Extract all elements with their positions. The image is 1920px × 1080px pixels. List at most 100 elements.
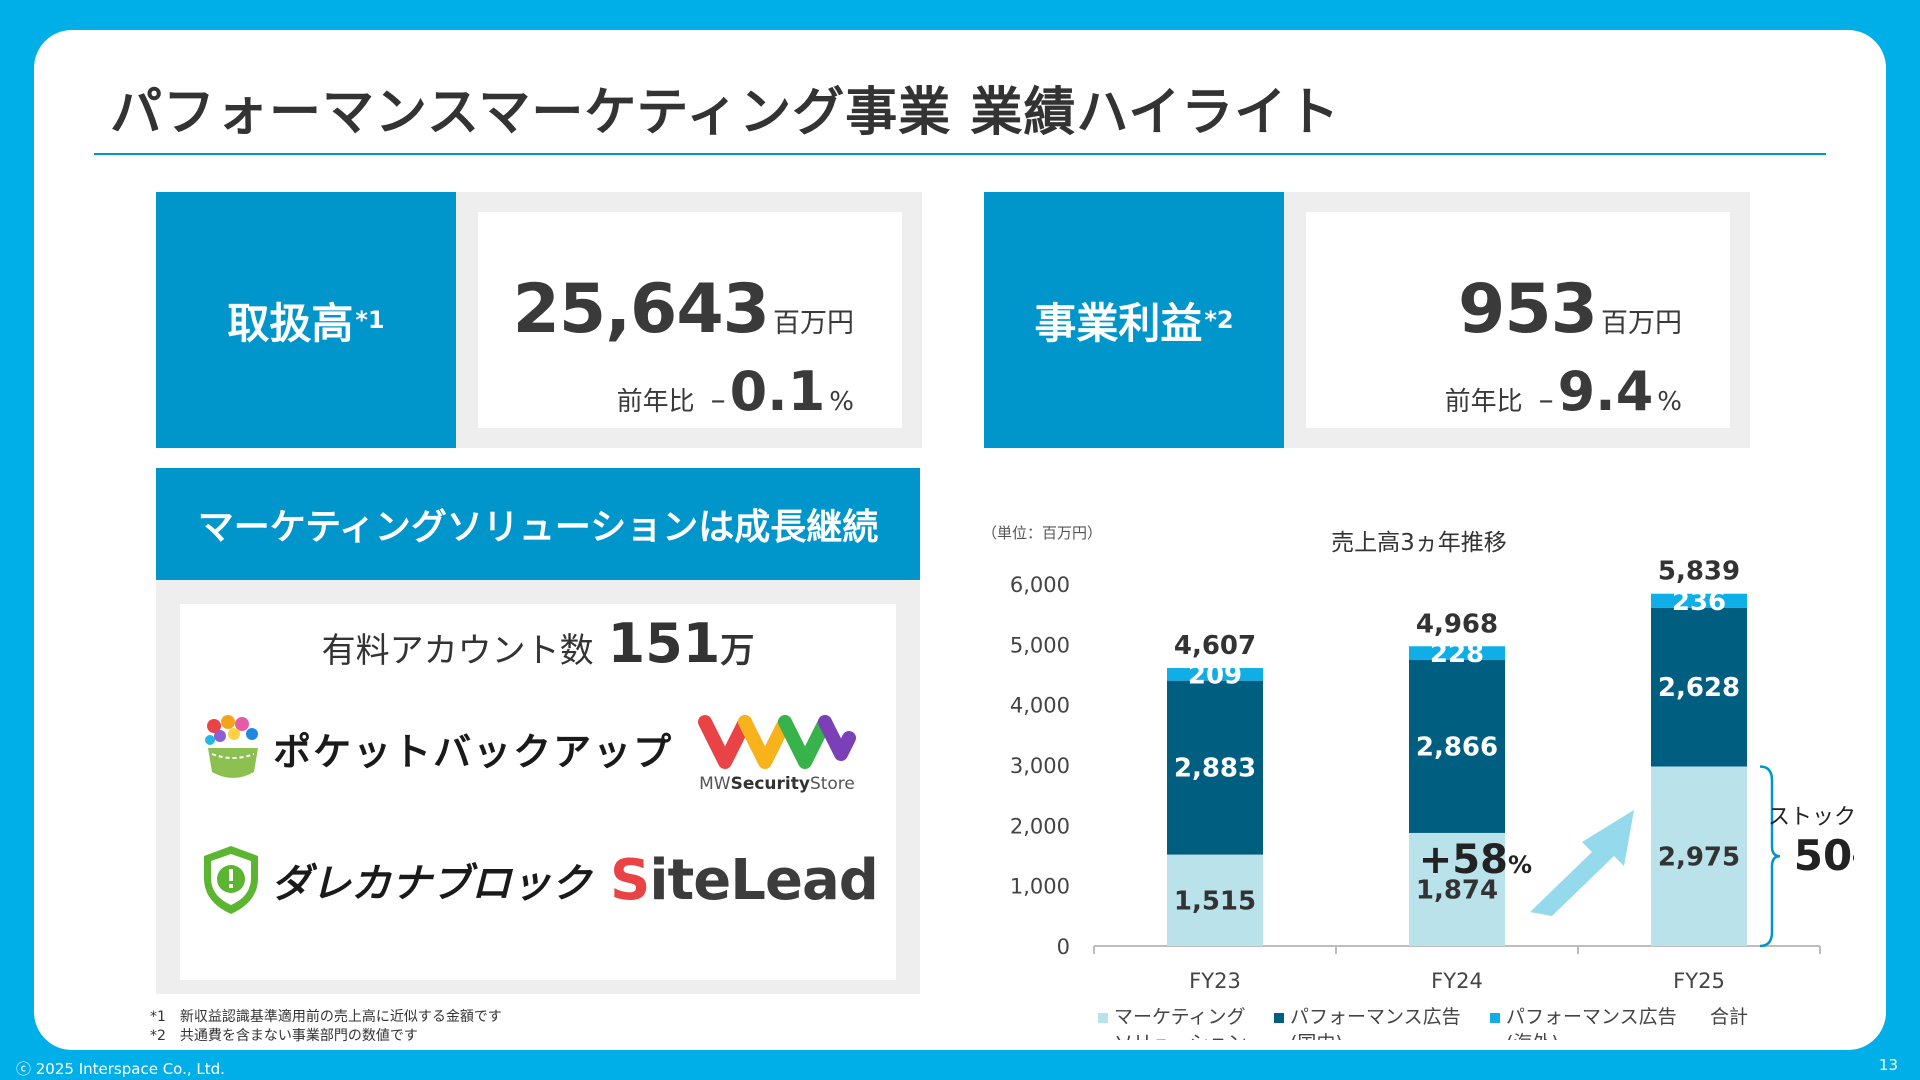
legend-swatch (1274, 1013, 1284, 1023)
yoy-unit: % (1657, 387, 1682, 417)
revenue-chart-svg: （単位：百万円） 売上高3ヵ年推移 0 1,000 2,000 3,000 4,000 5,0… (982, 524, 1886, 1050)
kpi-note: *1 (355, 306, 385, 334)
chart-unit-label: （単位：百万円） (982, 524, 1102, 542)
bar-value-label: 1,874 (1416, 875, 1498, 905)
bar-value-label: 1,515 (1174, 886, 1256, 916)
legend-label: (国内) (1290, 1032, 1343, 1040)
y-tick-label: 1,000 (1010, 875, 1070, 899)
bar-segment (1651, 766, 1747, 946)
kpi-value-box: 25,643 百万円 前年比 – 0.1 % (478, 212, 902, 428)
bar-segment (1651, 607, 1747, 767)
pocketbackup-logo-text: ポケットバックアップ (273, 729, 674, 774)
y-tick-label: 0 (1057, 935, 1070, 959)
x-tick-label: FY24 (1431, 969, 1483, 993)
mw-prefix: MW (699, 774, 731, 794)
bar-value-label: 236 (1672, 587, 1726, 617)
revenue-chart: （単位：百万円） 売上高3ヵ年推移 0 1,000 2,000 3,000 4,000 5,0… (934, 480, 1886, 1050)
y-tick-label: 5,000 (1010, 633, 1070, 657)
legend-swatch (1098, 1013, 1108, 1023)
y-tick-label: 6,000 (1010, 573, 1070, 597)
darekanablock-logo: ダレカナブロック (200, 844, 591, 916)
kpi-value: 25,643 百万円 (513, 270, 854, 349)
kpi-unit: 百万円 (773, 308, 854, 339)
darekanablock-logo-text: ダレカナブロック (271, 861, 592, 907)
pocketbackup-logo: ポケットバックアップ (204, 714, 673, 782)
sitelead-logo: SiteLead (610, 848, 879, 913)
bar-value-label: 2,883 (1174, 754, 1256, 784)
mw-zigzag-icon (698, 715, 856, 769)
y-tick-label: 4,000 (1010, 694, 1070, 718)
slide: パフォーマンスマーケティング事業 業績ハイライト 取扱高 *1 25,643 百万… (34, 30, 1886, 1050)
stock-ratio-value: 50 (1794, 831, 1852, 880)
growth-value: +58 (1419, 837, 1508, 883)
mwsecuritystore-text: MWSecurityStore (692, 774, 862, 794)
stock-ratio-bracket (1759, 765, 1781, 948)
bar-segment (1409, 660, 1505, 833)
stock-ratio-unit: % (1852, 851, 1854, 876)
legend-label: (海外) (1506, 1032, 1559, 1040)
bar-segment (1651, 593, 1747, 608)
kpi-card-operating-profit: 事業利益 *2 953 百万円 前年比 – 9.4 % (984, 192, 1750, 448)
page-number: 13 (1878, 1056, 1898, 1074)
bar-total-label: 5,839 (1658, 557, 1740, 587)
panel-body: 有料アカウント数 151万 ポケットバックアップ (180, 604, 896, 980)
yoy-sign: – (710, 383, 726, 418)
sitelead-logo-text: SiteLead (610, 848, 879, 913)
kpi-yoy: 前年比 – 0.1 % (617, 360, 854, 423)
paid-accounts: 有料アカウント数 151万 (180, 612, 896, 675)
sitelead-s: S (610, 848, 650, 913)
shield-phone-icon (204, 846, 258, 914)
title-divider (94, 153, 1826, 155)
chart-title: 売上高3ヵ年推移 (1331, 530, 1507, 556)
bar-value-label: 2,975 (1658, 842, 1740, 872)
y-tick-label: 2,000 (1010, 814, 1070, 838)
panel-heading: マーケティングソリューションは成長継続 (156, 468, 920, 580)
kpi-number: 25,643 (512, 270, 770, 349)
legend-swatch (1490, 1013, 1500, 1023)
bar-segment (1409, 832, 1505, 946)
x-tick-label: FY25 (1673, 969, 1725, 993)
pocketbackup-icon (205, 715, 258, 778)
kpi-yoy: 前年比 – 9.4 % (1445, 360, 1682, 423)
stock-ratio: 50% (1794, 831, 1854, 880)
legend-label: マーケティング (1114, 1006, 1245, 1028)
solutions-panel: マーケティングソリューションは成長継続 有料アカウント数 151万 (156, 468, 920, 994)
kpi-unit: 百万円 (1601, 308, 1682, 339)
yoy-value: 9.4 (1557, 360, 1654, 423)
stock-ratio-label: ストック比率 (1768, 805, 1854, 830)
y-tick-label: 3,000 (1010, 754, 1070, 778)
bar-total-label: 4,607 (1174, 631, 1256, 661)
bar-value-label: 2,866 (1416, 732, 1498, 762)
paid-accounts-unit: 万 (720, 631, 755, 671)
bar-segment (1167, 854, 1263, 946)
bar-segment (1167, 668, 1263, 681)
kpi-card-transaction-volume: 取扱高 *1 25,643 百万円 前年比 – 0.1 % (156, 192, 922, 448)
footnote-1: *1 新収益認識基準適用前の売上高に近似する金額です (150, 1009, 502, 1025)
yoy-sign: – (1538, 383, 1554, 418)
copyright: ⓒ 2025 Interspace Co., Ltd. (16, 1060, 225, 1078)
kpi-label: 事業利益 *2 (984, 192, 1284, 448)
kpi-value: 953 百万円 (1458, 270, 1682, 349)
bar-total-label: 4,968 (1416, 609, 1498, 639)
mwsecuritystore-logo: MWSecurityStore (692, 714, 862, 794)
footnote-2: *2 共通費を含まない事業部門の数値です (150, 1028, 418, 1044)
yoy-unit: % (829, 387, 854, 417)
kpi-number: 953 (1458, 270, 1598, 349)
legend-label: パフォーマンス広告 (1506, 1006, 1677, 1028)
growth-label: +58% (1419, 837, 1532, 883)
sitelead-rest: iteLead (649, 848, 878, 913)
legend-label: パフォーマンス広告 (1290, 1006, 1461, 1028)
bar-value-label: 209 (1188, 660, 1242, 690)
growth-arrow (1530, 810, 1634, 916)
page-title: パフォーマンスマーケティング事業 業績ハイライト (110, 83, 1341, 143)
bar-segment (1409, 646, 1505, 661)
yoy-label: 前年比 (1444, 387, 1523, 417)
legend-label: ソリューション (1114, 1032, 1247, 1040)
yoy-value: 0.1 (729, 360, 826, 423)
bar-value-label: 2,628 (1658, 673, 1740, 703)
kpi-value-box: 953 百万円 前年比 – 9.4 % (1306, 212, 1730, 428)
kpi-label-text: 取扱高 (227, 298, 354, 348)
mw-bold: Security (730, 774, 810, 794)
paid-accounts-value: 151 (607, 612, 721, 675)
x-tick-label: FY23 (1189, 969, 1241, 993)
